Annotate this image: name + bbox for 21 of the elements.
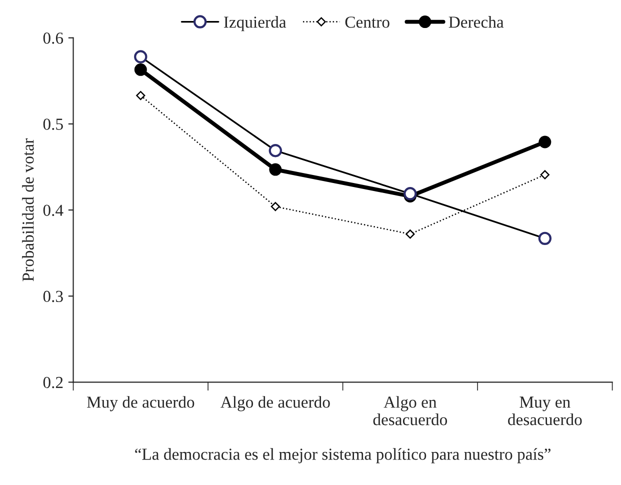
point <box>269 163 282 176</box>
point <box>406 230 415 239</box>
point <box>270 202 280 212</box>
legend-label: Derecha <box>448 16 504 28</box>
y-tick-label: 0.2 <box>43 376 63 388</box>
x-tick-label: Algo de acuerdo <box>220 396 330 412</box>
y-axis-title: Probabilidad de votar <box>22 138 34 282</box>
y-tick-label: 0.5 <box>43 118 63 130</box>
y-tick-label: 0.4 <box>43 204 64 216</box>
x-tick-label: Algo en desacuerdo <box>373 396 448 426</box>
y-tick-label: 0.6 <box>43 32 64 44</box>
y-tick-label: 0.3 <box>43 290 63 302</box>
x-axis-title: “La democracia es el mejor sistema político para nuestro país” <box>135 448 550 464</box>
point <box>136 90 146 100</box>
x-tick-label: Muy en desacuerdo <box>508 396 582 426</box>
legend-label: Centro <box>345 16 390 28</box>
point <box>538 136 552 148</box>
point <box>540 170 550 180</box>
x-tick-label: Muy de acuerdo <box>86 396 194 412</box>
point <box>134 63 147 76</box>
legend-label: Izquierda <box>224 16 286 32</box>
